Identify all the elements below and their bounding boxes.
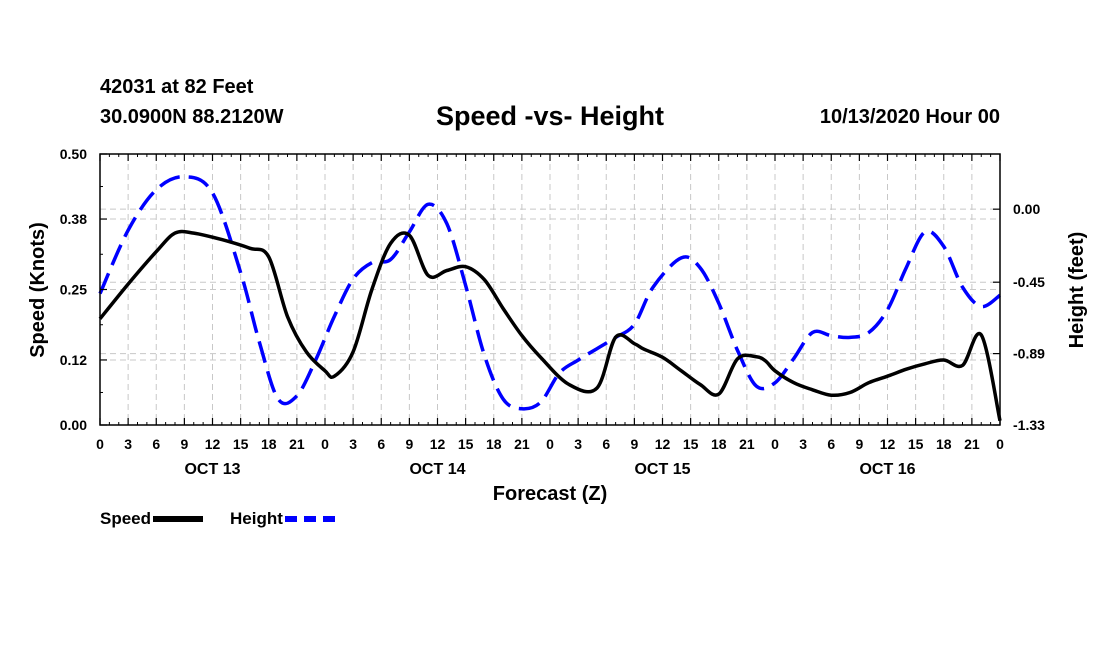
x-tick-label: 21 xyxy=(964,436,980,452)
y-right-tick-label: -1.33 xyxy=(1013,417,1045,433)
x-tick-label: 3 xyxy=(799,436,807,452)
x-tick-label: 3 xyxy=(349,436,357,452)
x-tick-label: 3 xyxy=(574,436,582,452)
legend-height-swatch xyxy=(284,516,335,522)
x-tick-label: 3 xyxy=(124,436,132,452)
y-left-tick-label: 0.00 xyxy=(60,417,87,433)
series-line-height xyxy=(98,174,1002,411)
station-label: 42031 at 82 Feet xyxy=(100,76,254,98)
x-tick-label: 9 xyxy=(630,436,638,452)
x-tick-label: 12 xyxy=(655,436,671,452)
y-left-tick-label: 0.50 xyxy=(60,146,87,162)
x-tick-label: 18 xyxy=(711,436,727,452)
day-label: OCT 16 xyxy=(859,461,915,478)
x-axis-title: Forecast (Z) xyxy=(493,483,607,505)
x-tick-label: 0 xyxy=(96,436,104,452)
x-tick-label: 18 xyxy=(936,436,952,452)
x-tick-label: 18 xyxy=(486,436,502,452)
x-tick-label: 0 xyxy=(771,436,779,452)
x-tick-label: 15 xyxy=(458,436,474,452)
x-tick-label: 12 xyxy=(430,436,446,452)
x-tick-label: 9 xyxy=(180,436,188,452)
x-tick-label: 12 xyxy=(880,436,896,452)
legend-height: Height xyxy=(230,509,335,529)
x-tick-label: 15 xyxy=(683,436,699,452)
x-tick-label: 9 xyxy=(855,436,863,452)
day-label: OCT 14 xyxy=(409,461,465,478)
coordinates-label: 30.0900N 88.2120W xyxy=(100,106,284,128)
x-tick-label: 15 xyxy=(908,436,924,452)
legend-speed: Speed xyxy=(100,509,204,529)
x-tick-label: 6 xyxy=(377,436,385,452)
x-tick-label: 9 xyxy=(405,436,413,452)
y-right-tick-label: -0.45 xyxy=(1013,274,1045,290)
y-left-tick-label: 0.12 xyxy=(60,352,87,368)
x-tick-label: 6 xyxy=(152,436,160,452)
run-date-label: 10/13/2020 Hour 00 xyxy=(819,106,1000,128)
x-tick-label: 6 xyxy=(602,436,610,452)
y-left-tick-label: 0.38 xyxy=(60,211,87,227)
x-tick-label: 21 xyxy=(289,436,305,452)
chart-title: Speed -vs- Height xyxy=(435,101,665,131)
legend-speed-label: Speed xyxy=(100,509,152,528)
x-tick-label: 21 xyxy=(739,436,755,452)
x-tick-label: 6 xyxy=(827,436,835,452)
series-layer xyxy=(98,174,1002,422)
y-right-tick-label: -0.89 xyxy=(1013,346,1045,362)
day-label: OCT 15 xyxy=(634,461,690,478)
x-tick-label: 12 xyxy=(205,436,221,452)
day-label: OCT 13 xyxy=(184,461,240,478)
y-axis-title-left: Speed (Knots) xyxy=(27,222,49,358)
x-tick-label: 0 xyxy=(996,436,1004,452)
x-tick-label: 0 xyxy=(546,436,554,452)
x-tick-label: 0 xyxy=(321,436,329,452)
ticks: 0 3 6 9 12 15 18 21 0 3 6 9 12 15 18 21 0 3 6 9 12 15 18 21 0 3 6 9… xyxy=(60,146,1045,478)
y-axis-title-right: Height (feet) xyxy=(1066,232,1088,349)
x-tick-label: 18 xyxy=(261,436,277,452)
series-line-speed xyxy=(98,229,1002,422)
legend-speed-swatch xyxy=(153,516,204,522)
x-tick-label: 15 xyxy=(233,436,249,452)
axis-labels: Forecast (Z) Speed (Knots) Height (feet) xyxy=(27,222,1088,505)
y-right-tick-label: 0.00 xyxy=(1013,201,1040,217)
x-tick-label: 21 xyxy=(514,436,530,452)
y-left-tick-label: 0.25 xyxy=(60,282,87,298)
legend-height-label: Height xyxy=(230,509,283,528)
